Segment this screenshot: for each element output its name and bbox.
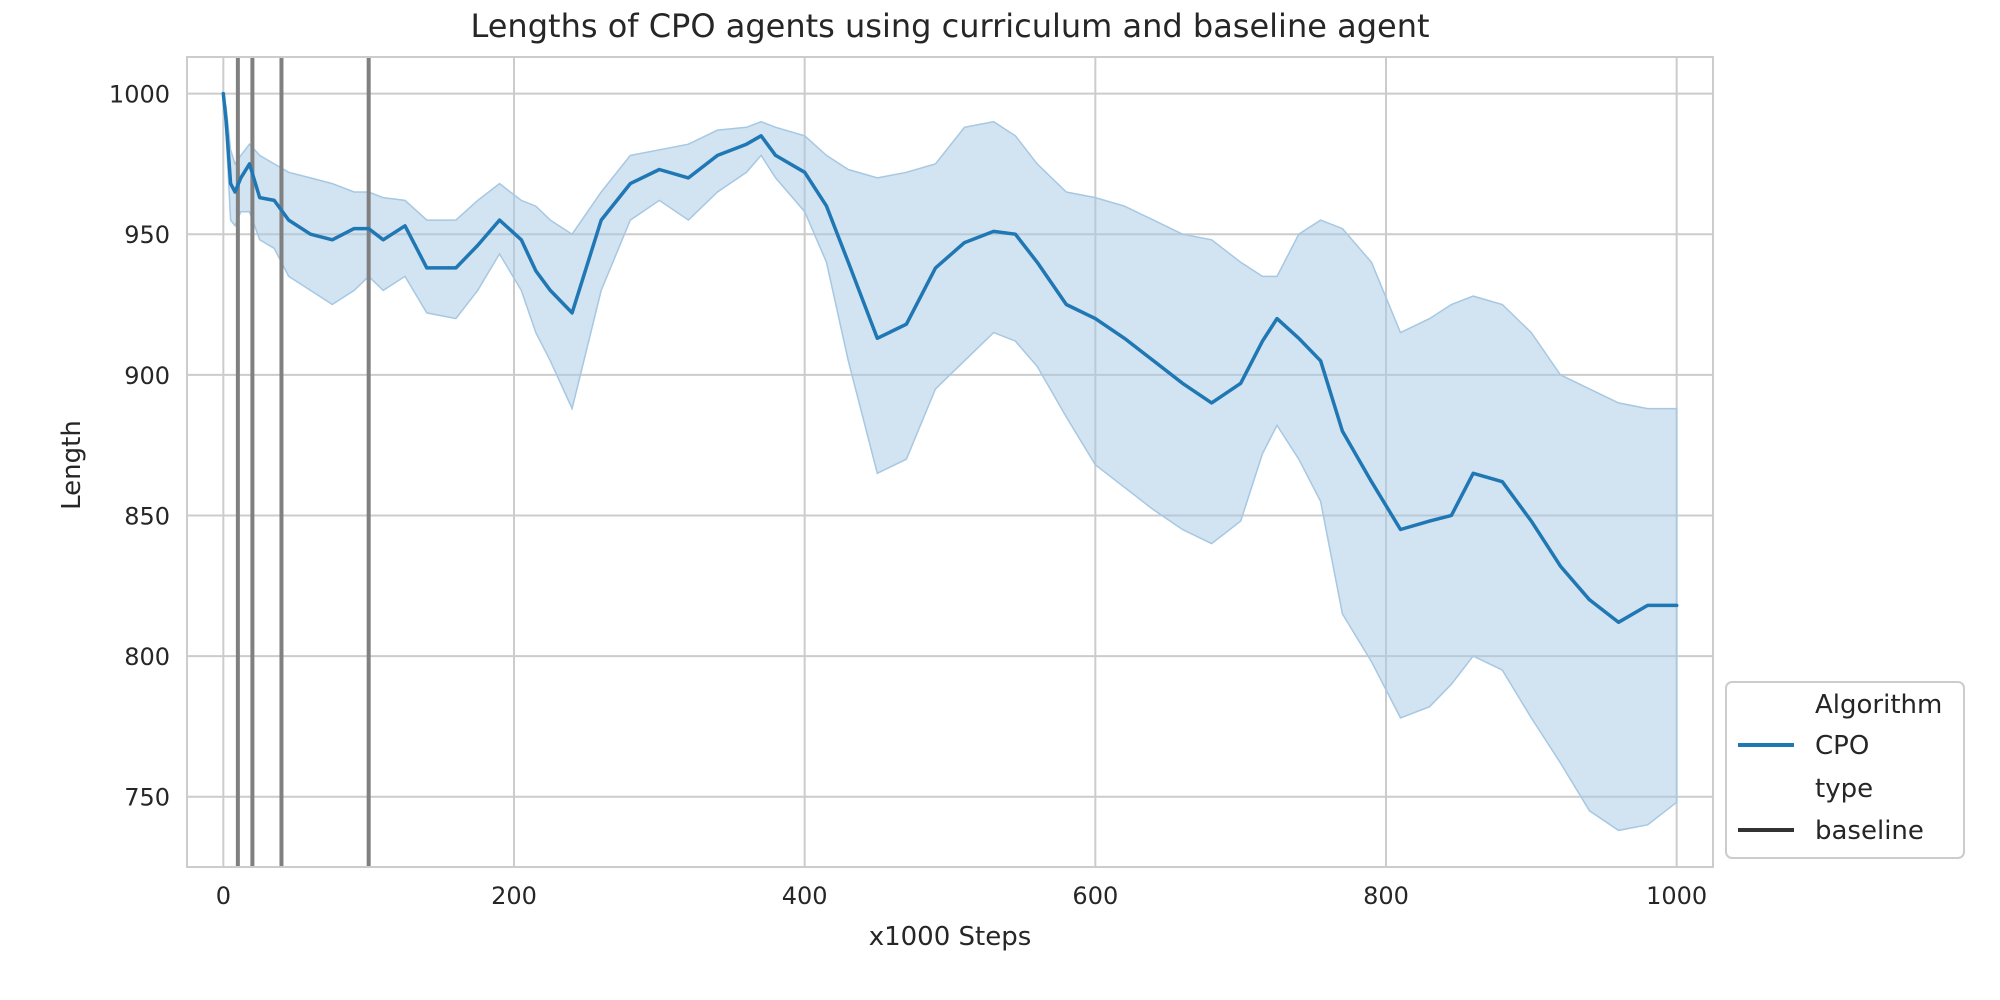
x-tick-label: 600 bbox=[1072, 882, 1118, 910]
series-line-layer bbox=[221, 91, 1679, 625]
curriculum-vertical-lines bbox=[235, 57, 371, 867]
x-axis-label: x1000 Steps bbox=[869, 922, 1032, 952]
confidence-band bbox=[222, 93, 1678, 832]
y-tick-label: 800 bbox=[124, 643, 170, 671]
legend: Algorithm CPO type baseline bbox=[1725, 681, 1965, 859]
x-tick-label: 200 bbox=[491, 882, 537, 910]
legend-box bbox=[1725, 681, 1965, 859]
x-tick-label: 400 bbox=[782, 882, 828, 910]
y-axis-label: Length bbox=[57, 420, 87, 510]
x-tick-label: 1000 bbox=[1646, 882, 1707, 910]
y-tick-label: 1000 bbox=[109, 81, 170, 109]
x-tick-labels: 0 200 400 600 800 1000 bbox=[216, 882, 1708, 910]
legend-label-baseline: baseline bbox=[1815, 816, 1924, 846]
y-tick-label: 900 bbox=[124, 362, 170, 390]
series-line-cpo bbox=[221, 91, 1679, 625]
chart-title: Lengths of CPO agents using curriculum a… bbox=[470, 7, 1429, 45]
plot-frame bbox=[186, 56, 1714, 868]
x-tick-label: 0 bbox=[216, 882, 231, 910]
x-tick-label: 800 bbox=[1363, 882, 1409, 910]
legend-label-cpo: CPO bbox=[1815, 731, 1869, 761]
y-tick-labels: 750 800 850 900 950 1000 bbox=[109, 81, 170, 812]
legend-header-type: type bbox=[1815, 774, 1873, 804]
y-tick-label: 850 bbox=[124, 502, 170, 530]
confidence-band-layer bbox=[222, 93, 1678, 832]
y-tick-label: 750 bbox=[124, 784, 170, 812]
y-tick-label: 950 bbox=[124, 221, 170, 249]
legend-header-algorithm: Algorithm bbox=[1815, 690, 1942, 720]
